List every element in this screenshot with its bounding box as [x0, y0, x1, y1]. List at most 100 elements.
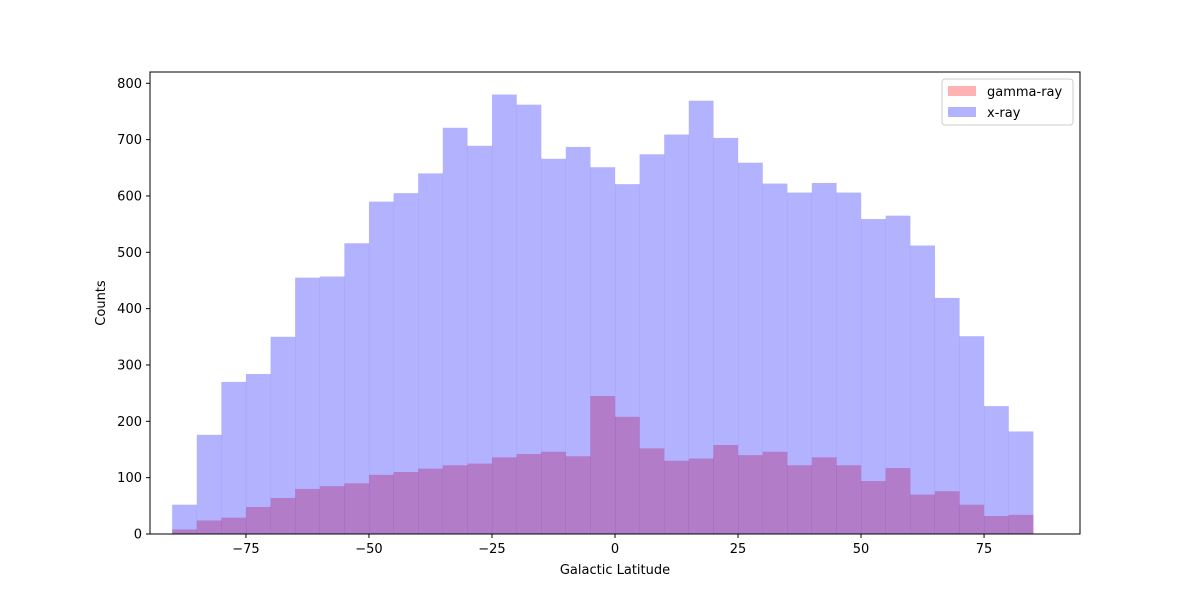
x-ray-bar [270, 336, 296, 534]
gamma-ray-bar [934, 491, 960, 534]
gamma-ray-legend-label: gamma-ray [987, 85, 1063, 100]
gamma-ray-bar [762, 451, 788, 534]
x-tick-label: −25 [478, 542, 505, 557]
y-tick-label: 700 [117, 133, 142, 148]
x-ray-legend-label: x-ray [987, 106, 1021, 121]
x-ray-bar [861, 219, 886, 535]
x-ray-bar [516, 104, 542, 535]
x-ray-bar [885, 215, 911, 535]
x-ray-bar [393, 193, 419, 534]
x-ray-bar [196, 434, 222, 534]
gamma-ray-series [172, 395, 1034, 534]
y-tick-label: 800 [117, 77, 142, 92]
y-tick-label: 200 [117, 415, 142, 430]
gamma-ray-bar [861, 481, 886, 534]
x-tick-label: 50 [853, 542, 870, 557]
gamma-ray-bar [516, 454, 542, 534]
gamma-ray-bar [418, 468, 443, 534]
gamma-ray-bar [368, 474, 394, 534]
x-ray-legend-swatch [948, 107, 976, 117]
x-tick-label: 25 [730, 542, 747, 557]
gamma-ray-bar [295, 488, 320, 534]
x-axis: −75 −50 −25 0 25 50 75 [232, 534, 992, 557]
gamma-ray-bar [615, 416, 640, 534]
x-ray-bar [590, 167, 616, 534]
x-ray-bar [245, 373, 271, 534]
x-axis-label: Galactic Latitude [560, 563, 670, 578]
x-ray-series [172, 94, 1034, 535]
x-ray-bar [1008, 431, 1034, 534]
x-tick-label: −75 [232, 542, 259, 557]
x-ray-bar [467, 145, 493, 534]
gamma-ray-bar [910, 494, 935, 534]
gamma-ray-bar [491, 457, 517, 534]
gamma-ray-bar [270, 497, 296, 534]
gamma-ray-bar [738, 455, 763, 534]
gamma-ray-bar [836, 465, 862, 534]
y-tick-label: 0 [134, 528, 142, 543]
legend: gamma-ray x-ray [941, 78, 1074, 126]
y-tick-label: 300 [117, 358, 142, 373]
gamma-ray-bar [811, 457, 837, 534]
y-tick-label: 100 [117, 471, 142, 486]
x-ray-bar [442, 127, 468, 534]
legend-box [941, 78, 1074, 126]
x-ray-bar [713, 137, 739, 535]
gamma-ray-bar [787, 465, 812, 534]
x-ray-bar [959, 336, 985, 534]
gamma-ray-bar [245, 506, 271, 534]
bars-layer [172, 94, 1034, 535]
x-ray-bar [319, 276, 345, 534]
x-ray-bar [811, 182, 837, 535]
gamma-ray-legend-swatch [948, 86, 976, 96]
x-ray-bar [491, 94, 517, 534]
x-ray-bar [664, 134, 689, 535]
x-ray-bar [688, 100, 714, 534]
x-ray-bar [295, 277, 320, 534]
x-ray-bar [934, 297, 960, 534]
gamma-ray-bar [541, 451, 566, 534]
gamma-ray-bar [688, 458, 714, 534]
y-axis: 0 100 200 300 400 500 600 700 800 [117, 77, 150, 543]
x-ray-bar [221, 381, 247, 534]
gamma-ray-bar [959, 504, 985, 534]
y-axis-label: Counts [94, 280, 109, 326]
gamma-ray-bar [639, 448, 665, 534]
gamma-ray-bar [565, 456, 591, 534]
x-ray-bar [910, 245, 935, 534]
gamma-ray-bar [196, 520, 222, 534]
y-tick-label: 600 [117, 189, 142, 204]
x-ray-bar [738, 162, 763, 534]
x-tick-label: 0 [611, 542, 619, 557]
y-tick-label: 500 [117, 246, 142, 261]
x-ray-bar [541, 158, 566, 534]
gamma-ray-bar [344, 483, 370, 534]
x-ray-bar [836, 192, 862, 534]
x-ray-bar [344, 243, 370, 534]
x-tick-label: −50 [355, 542, 382, 557]
gamma-ray-bar [467, 463, 493, 534]
x-ray-bar [762, 183, 788, 534]
gamma-ray-bar [319, 486, 345, 534]
x-ray-bar [418, 173, 443, 534]
x-ray-bar [787, 192, 812, 534]
x-ray-bar [368, 201, 394, 534]
y-tick-label: 400 [117, 302, 142, 317]
x-ray-bar [565, 146, 591, 534]
gamma-ray-bar [442, 465, 468, 534]
x-ray-bar [615, 184, 640, 534]
gamma-ray-bar [1008, 514, 1034, 534]
gamma-ray-bar [713, 444, 739, 534]
gamma-ray-bar [590, 395, 616, 534]
x-tick-label: 75 [976, 542, 993, 557]
gamma-ray-bar [393, 472, 419, 534]
x-ray-bar [984, 406, 1009, 534]
gamma-ray-bar [172, 529, 197, 534]
gamma-ray-bar [221, 517, 247, 534]
x-ray-bar [639, 154, 665, 534]
gamma-ray-bar [885, 468, 911, 534]
x-ray-bar [172, 504, 197, 534]
gamma-ray-bar [984, 515, 1009, 534]
